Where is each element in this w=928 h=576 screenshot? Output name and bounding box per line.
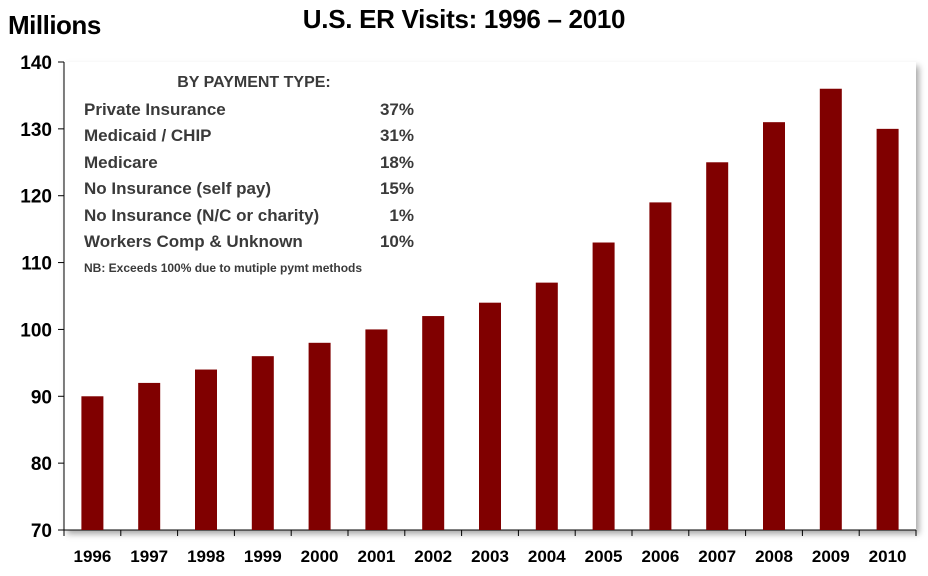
annotation-label: No Insurance (N/C or charity) <box>84 205 320 225</box>
x-tick-label: 2007 <box>698 547 736 566</box>
x-tick-label: 2006 <box>641 547 679 566</box>
bar <box>479 302 501 530</box>
y-tick-label: 70 <box>31 521 52 542</box>
annotation-value: 31% <box>379 126 414 146</box>
annotation-note: NB: Exceeds 100% due to mutiple pymt met… <box>84 261 363 276</box>
bar <box>138 382 161 530</box>
bar <box>706 162 729 531</box>
bar <box>308 342 331 530</box>
x-tick-label: 2009 <box>812 547 850 566</box>
x-tick-label: 2003 <box>471 547 509 566</box>
bar <box>876 128 899 530</box>
annotation-row: No Insurance (self pay) 15% <box>84 176 414 202</box>
bar <box>81 396 104 530</box>
x-tick-label: 2004 <box>528 547 566 566</box>
payment-type-annotation: BY PAYMENT TYPE: Private Insurance 37% Me… <box>84 74 414 275</box>
annotation-label: Medicare <box>84 152 158 172</box>
annotation-value: 1% <box>389 205 414 225</box>
x-tick-label: 2005 <box>585 547 623 566</box>
bar <box>592 242 615 530</box>
bar <box>422 316 445 530</box>
annotation-label: Medicaid / CHIP <box>84 126 212 146</box>
bar <box>819 88 842 530</box>
y-tick-label: 90 <box>31 387 52 408</box>
x-tick-label: 2001 <box>357 547 395 566</box>
annotation-value: 18% <box>379 152 414 172</box>
annotation-label: No Insurance (self pay) <box>84 179 272 199</box>
y-tick-label: 110 <box>21 254 52 275</box>
annotation-label: Private Insurance <box>84 100 226 119</box>
annotation-row: No Insurance (N/C or charity) 1% <box>84 203 414 229</box>
bar <box>649 202 672 530</box>
annotation-heading: BY PAYMENT TYPE: <box>177 74 331 91</box>
annotation-row: Workers Comp & Unknown 10% <box>84 229 414 255</box>
annotation-value: 15% <box>379 179 414 199</box>
x-tick-label: 2010 <box>869 547 907 566</box>
y-tick-label: 100 <box>20 320 52 341</box>
x-tick-label: 1997 <box>130 547 168 566</box>
x-tick-label: 2002 <box>414 547 452 566</box>
x-tick-label: 1996 <box>73 547 111 566</box>
bar <box>251 356 274 530</box>
y-tick-label: 120 <box>20 187 52 208</box>
chart-title: U.S. ER Visits: 1996 – 2010 <box>302 4 626 34</box>
y-tick-label: 130 <box>20 120 52 141</box>
annotation-value: 10% <box>379 231 414 251</box>
annotation-row: Private Insurance 37% <box>84 97 414 123</box>
y-axis-unit-label: Millions <box>8 10 101 40</box>
x-tick-label: 1998 <box>187 547 225 566</box>
bar <box>195 369 217 530</box>
bar <box>535 282 558 530</box>
y-tick-label: 80 <box>31 454 52 475</box>
annotation-label: Workers Comp & Unknown <box>84 231 303 251</box>
annotation-row: Medicare 18% <box>84 150 414 176</box>
bar <box>763 122 785 531</box>
annotation-value: 37% <box>379 100 414 119</box>
bar <box>365 329 388 530</box>
x-tick-label: 2000 <box>301 547 339 566</box>
x-tick-label: 1999 <box>244 547 282 566</box>
y-tick-label: 140 <box>20 53 52 74</box>
x-tick-label: 2008 <box>755 547 793 566</box>
annotation-row: Medicaid / CHIP 31% <box>84 123 414 149</box>
